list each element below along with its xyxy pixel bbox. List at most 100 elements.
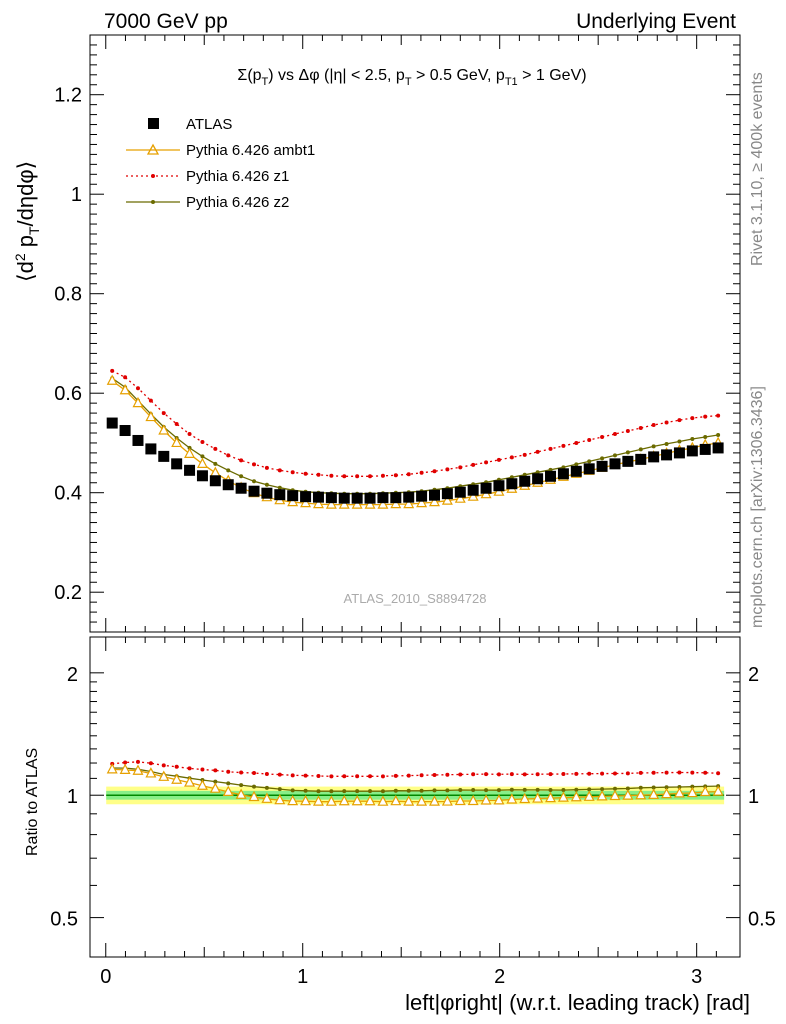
- series-z2-point: [690, 436, 695, 441]
- series-z1-point: [677, 418, 682, 423]
- ratio-ambt1-point: [712, 785, 724, 796]
- ratio-z1-point: [368, 774, 373, 779]
- series-z1-point: [174, 422, 179, 427]
- series-z2-point: [677, 439, 682, 444]
- ratio-ambt1-point: [609, 789, 621, 801]
- ratio-z1-point: [496, 772, 501, 777]
- ratio-ambt1-point: [287, 794, 299, 806]
- ratio-z1-point: [277, 772, 282, 777]
- series-ambt1-point: [454, 492, 466, 503]
- series-z2-point: [226, 468, 231, 473]
- ratio-ytick-label: 2: [67, 664, 78, 686]
- ratio-ambt1-point: [403, 795, 415, 806]
- series-z1-point: [600, 434, 605, 439]
- ratio-z1-point: [123, 760, 128, 765]
- series-z1-point: [342, 474, 347, 479]
- ratio-z1-point: [213, 768, 218, 773]
- ratio-z1-point: [522, 772, 527, 777]
- ratio-z1-point: [290, 773, 295, 778]
- main-ytick-label: 0.2: [54, 582, 82, 604]
- mcplots-label: mcplots.cern.ch [arXiv:1306.3436]: [749, 386, 766, 628]
- series-z1-point: [329, 473, 334, 478]
- ratio-ambt1-point: [467, 794, 479, 806]
- ratio-ambt1-point: [596, 790, 608, 801]
- series-atlas-point: [416, 490, 428, 502]
- ratio-z1-point: [612, 771, 617, 776]
- ratio-ylabel: Ratio to ATLAS: [24, 748, 41, 856]
- series-ambt1-point: [158, 424, 170, 435]
- series-atlas-point: [454, 486, 466, 498]
- series-atlas-point: [209, 475, 221, 487]
- series-z2-point: [277, 485, 282, 490]
- ratio-z1-point: [484, 772, 489, 777]
- ratio-ambt1-point: [325, 795, 337, 806]
- ratio-z2-point: [316, 789, 321, 794]
- series-z2-point: [716, 432, 721, 437]
- series-z1-point: [200, 439, 205, 444]
- ratio-z2-point: [239, 783, 244, 788]
- series-z2-point: [625, 450, 630, 455]
- ratio-z2-point: [445, 788, 450, 793]
- series-z1-point: [316, 472, 321, 477]
- series-atlas-point: [300, 491, 312, 503]
- series-z1-point: [110, 368, 115, 373]
- series-atlas-point: [184, 464, 196, 476]
- ratio-z2-point: [252, 784, 257, 789]
- ratio-ambt1-point: [557, 791, 569, 802]
- ratio-z2-point: [548, 787, 553, 792]
- header-right: Underlying Event: [576, 10, 736, 33]
- series-ambt1-point: [441, 494, 453, 505]
- series-z1-point: [522, 452, 527, 457]
- ratio-ytick-label-right: 2: [748, 664, 759, 686]
- ratio-z2-point: [625, 786, 630, 791]
- ratio-ambt1-point: [699, 785, 711, 797]
- title-b: ) vs Δφ (|η| < 2.5, p: [268, 67, 405, 84]
- series-z1-point: [419, 470, 424, 475]
- series-ambt1-point: [364, 498, 376, 509]
- legend-ambt1-label: Pythia 6.426 ambt1: [186, 142, 315, 159]
- ratio-z2-point: [342, 789, 347, 794]
- series-z2-point: [638, 447, 643, 452]
- legend-z2-label: Pythia 6.426 z2: [186, 194, 289, 211]
- ratio-z1-point: [200, 767, 205, 772]
- ratio-z2-point: [471, 788, 476, 793]
- series-ambt1-point: [325, 498, 337, 509]
- ratio-ytick-label: 1: [67, 786, 78, 808]
- ratio-ambt1-point: [429, 795, 440, 806]
- ratio-ytick-label: 0.5: [50, 909, 78, 931]
- ratio-ambt1-point: [338, 794, 350, 806]
- series-z2-point: [574, 462, 579, 467]
- series-atlas-point: [570, 465, 582, 477]
- ratio-ambt1-point: [622, 789, 634, 800]
- legend-z2-marker: [151, 200, 155, 204]
- ratio-z1-point: [561, 771, 566, 776]
- series-z2-point: [252, 479, 257, 484]
- main-ytick-label: 0.4: [54, 483, 82, 505]
- series-z1-point: [445, 467, 450, 472]
- series-atlas-point: [222, 479, 234, 491]
- series-z1-point: [303, 471, 308, 476]
- ratio-z2-point: [419, 788, 424, 793]
- series-atlas-point: [403, 491, 415, 503]
- series-atlas-point: [480, 482, 492, 494]
- ratio-ytick-label-right: 0.5: [748, 909, 776, 931]
- ratio-z1-point: [548, 772, 553, 777]
- ratio-z2-point: [638, 785, 643, 790]
- series-atlas-point: [171, 458, 183, 470]
- ratio-ambt1-point: [545, 791, 557, 803]
- ratio-ambt1-point: [416, 795, 428, 806]
- ratio-z2-point: [600, 787, 605, 792]
- series-z1-point: [496, 457, 501, 462]
- ratio-ambt1-point: [519, 792, 531, 804]
- series-atlas-point: [119, 425, 131, 437]
- series-z1-point: [252, 462, 257, 467]
- series-atlas-point: [235, 482, 247, 494]
- series-z1-point: [406, 472, 411, 477]
- series-z1-point: [123, 375, 128, 380]
- ratio-z1-point: [445, 772, 450, 777]
- series-z1-point: [187, 431, 192, 436]
- ratio-z2-point: [677, 784, 682, 789]
- ratio-ambt1-point: [480, 794, 492, 805]
- ratio-z1-point: [393, 773, 398, 778]
